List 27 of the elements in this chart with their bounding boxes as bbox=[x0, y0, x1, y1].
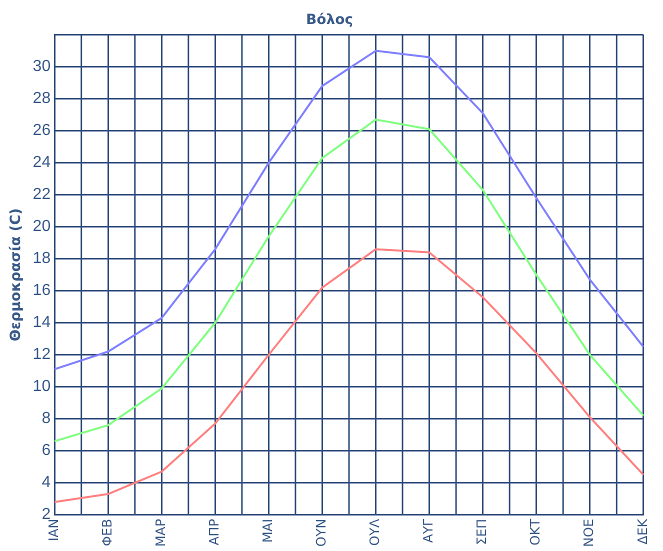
x-tick-label: ΜΑΙ bbox=[261, 518, 276, 543]
y-tick-label: 14 bbox=[32, 314, 51, 332]
y-tick-label: 6 bbox=[42, 442, 51, 460]
x-tick-label: ΟΥΝ bbox=[314, 518, 330, 547]
x-tick-label: ΟΚΤ bbox=[528, 518, 544, 546]
x-tick-label: ΦΕΒ bbox=[100, 518, 116, 546]
y-tick-label: 20 bbox=[32, 218, 51, 236]
x-tick-label: ΣΕΠ bbox=[475, 518, 490, 546]
y-axis-title: Θερμοκρασία (C) bbox=[8, 208, 24, 342]
y-tick-label: 24 bbox=[32, 154, 51, 172]
x-tick-label: ΟΥΛ bbox=[368, 518, 384, 546]
y-tick-label: 12 bbox=[32, 346, 51, 364]
y-tick-label: 10 bbox=[32, 378, 51, 396]
y-tick-label: 8 bbox=[42, 410, 51, 428]
y-tick-label: 30 bbox=[32, 58, 51, 76]
y-tick-label: 4 bbox=[42, 474, 51, 492]
x-tick-label: ΔΕΚ bbox=[636, 518, 651, 544]
y-tick-label: 22 bbox=[32, 186, 51, 204]
y-tick-label: 28 bbox=[32, 90, 51, 108]
x-tick-label: ΜΑΡ bbox=[154, 518, 170, 547]
y-tick-label: 16 bbox=[32, 282, 51, 300]
x-tick-label: ΑΠΡ bbox=[208, 518, 223, 546]
chart-title: Βόλος bbox=[306, 12, 354, 28]
x-tick-label: ΝΟΕ bbox=[582, 518, 598, 547]
x-tick-label: ΑΥΓ bbox=[422, 518, 437, 543]
y-tick-label: 26 bbox=[32, 122, 51, 140]
y-tick-label: 18 bbox=[32, 250, 51, 268]
